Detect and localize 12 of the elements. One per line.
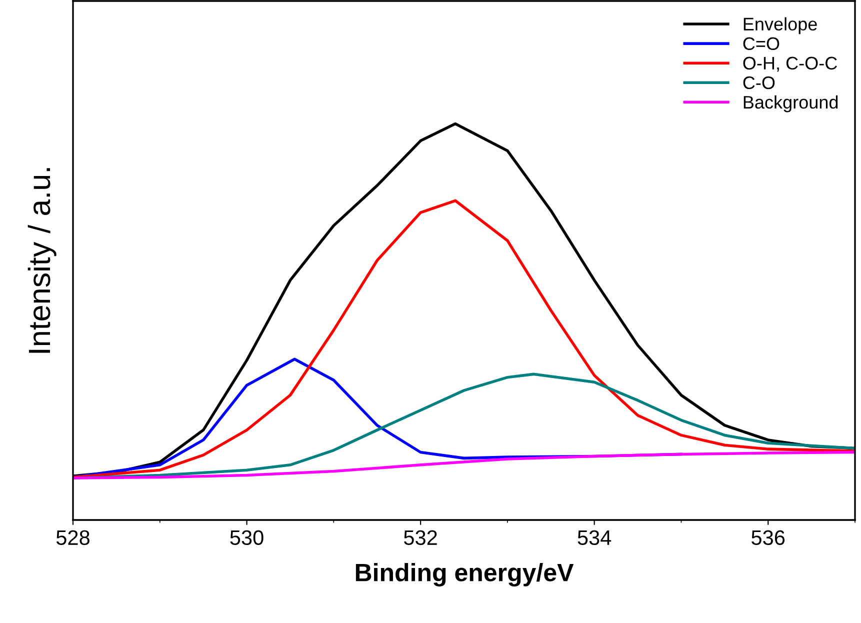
- x-axis-title: Binding energy/eV: [356, 563, 574, 586]
- legend-label: Background: [744, 95, 838, 112]
- x-tick-label: 536: [752, 530, 785, 546]
- x-tick-label: 534: [578, 530, 612, 546]
- x-tick-label: 528: [56, 530, 90, 546]
- legend-label: Envelope: [744, 17, 817, 34]
- legend-label: O-H, C-O-C: [743, 56, 837, 72]
- x-tick-label: 530: [230, 530, 264, 546]
- legend-label: C-O: [743, 76, 775, 90]
- y-axis-title: Intensity / a.u.: [28, 168, 56, 353]
- x-tick-label: 532: [404, 530, 437, 546]
- legend-label: C=O: [743, 37, 780, 50]
